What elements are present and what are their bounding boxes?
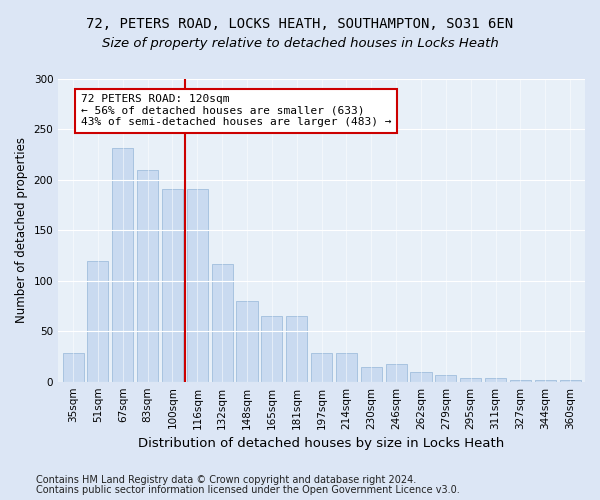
Text: Size of property relative to detached houses in Locks Heath: Size of property relative to detached ho… — [101, 38, 499, 51]
Bar — [187, 189, 208, 382]
Bar — [311, 354, 332, 382]
Bar — [460, 378, 481, 382]
Bar — [386, 364, 407, 382]
Text: Contains HM Land Registry data © Crown copyright and database right 2024.: Contains HM Land Registry data © Crown c… — [36, 475, 416, 485]
Bar — [262, 316, 283, 382]
Bar — [137, 170, 158, 382]
Bar — [212, 264, 233, 382]
Bar — [410, 372, 431, 382]
Bar — [162, 189, 183, 382]
X-axis label: Distribution of detached houses by size in Locks Heath: Distribution of detached houses by size … — [139, 437, 505, 450]
Bar — [560, 380, 581, 382]
Text: Contains public sector information licensed under the Open Government Licence v3: Contains public sector information licen… — [36, 485, 460, 495]
Text: 72 PETERS ROAD: 120sqm
← 56% of detached houses are smaller (633)
43% of semi-de: 72 PETERS ROAD: 120sqm ← 56% of detached… — [80, 94, 391, 128]
Bar — [535, 380, 556, 382]
Bar — [236, 301, 257, 382]
Text: 72, PETERS ROAD, LOCKS HEATH, SOUTHAMPTON, SO31 6EN: 72, PETERS ROAD, LOCKS HEATH, SOUTHAMPTO… — [86, 18, 514, 32]
Bar — [485, 378, 506, 382]
Bar — [336, 354, 357, 382]
Bar — [510, 380, 531, 382]
Bar — [286, 316, 307, 382]
Y-axis label: Number of detached properties: Number of detached properties — [15, 138, 28, 324]
Bar — [361, 366, 382, 382]
Bar — [62, 354, 83, 382]
Bar — [435, 374, 457, 382]
Bar — [88, 260, 109, 382]
Bar — [112, 148, 133, 382]
